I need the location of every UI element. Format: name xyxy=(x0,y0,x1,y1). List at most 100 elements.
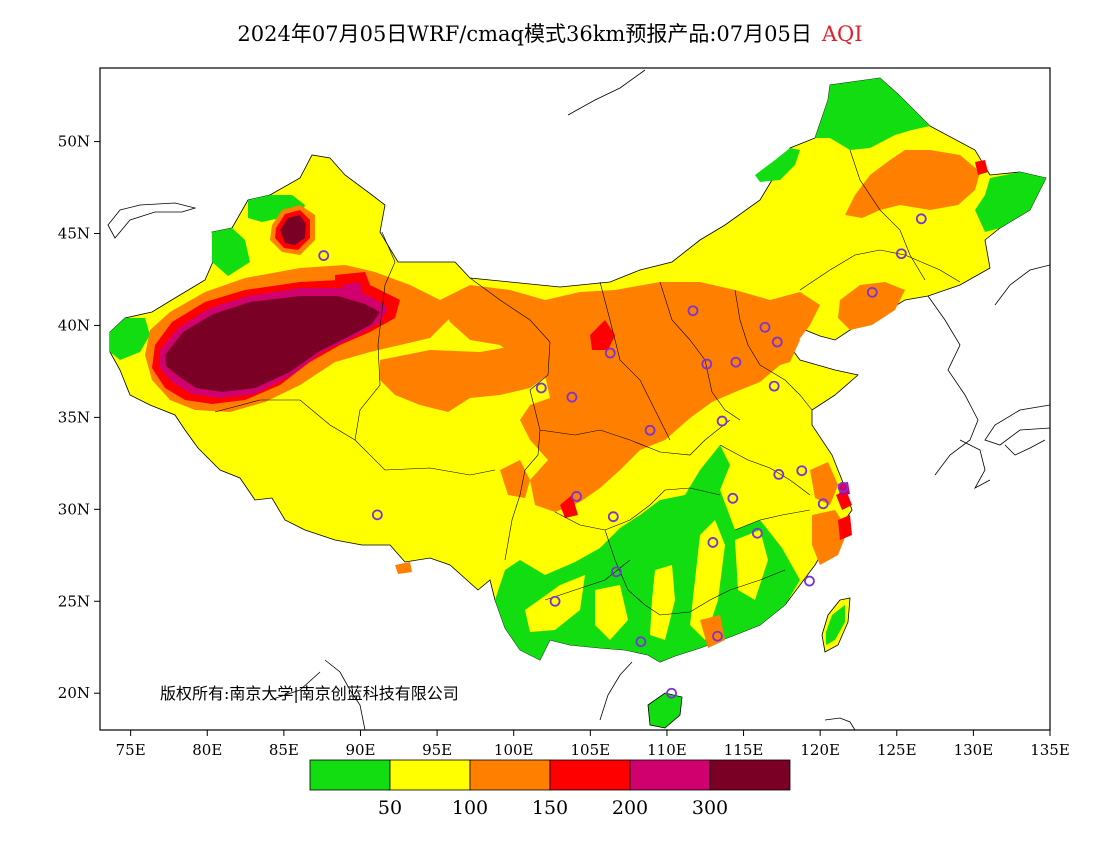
x-tick-label: 130E xyxy=(954,741,994,759)
aqi-field-green-inner-mongolia xyxy=(755,148,800,182)
copyright-notice: 版权所有:南京大学|南京创蓝科技有限公司 xyxy=(160,684,459,703)
city-marker xyxy=(759,321,771,333)
x-tick-label: 85E xyxy=(269,741,299,759)
aqi-field-yellow-south-5 xyxy=(595,585,628,640)
city-marker xyxy=(604,347,616,359)
city-marker xyxy=(549,595,561,607)
aqi-field-orange-sichuan xyxy=(500,460,530,498)
x-tick-label: 95E xyxy=(422,741,452,759)
city-marker xyxy=(837,481,849,493)
legend-swatch xyxy=(469,759,551,791)
y-tick-label: 45N xyxy=(58,225,90,243)
legend-label: 150 xyxy=(532,797,568,819)
aqi-field-yellow-south-3 xyxy=(735,530,768,600)
city-marker xyxy=(817,498,829,510)
aqi-field-maroon-junggar xyxy=(280,215,306,245)
city-marker xyxy=(644,424,656,436)
y-tick-label: 30N xyxy=(58,500,90,518)
city-marker xyxy=(687,305,699,317)
aqi-field-green-northeast xyxy=(815,78,930,150)
y-tick-label: 50N xyxy=(58,133,90,151)
x-tick-label: 90E xyxy=(345,741,375,759)
coastlines xyxy=(107,69,1050,730)
city-marker xyxy=(712,630,723,642)
city-marker xyxy=(635,636,647,648)
city-markers xyxy=(318,213,927,699)
city-marker xyxy=(771,336,783,348)
legend-label: 100 xyxy=(452,797,488,819)
city-marker xyxy=(751,527,763,539)
x-tick-label: 75E xyxy=(116,741,146,759)
x-tick-label: 120E xyxy=(800,741,840,759)
x-tick-label: 135E xyxy=(1030,741,1070,759)
legend-swatch xyxy=(549,759,631,791)
legend-label: 300 xyxy=(692,797,728,819)
x-tick-label: 80E xyxy=(192,741,222,759)
city-marker xyxy=(727,492,739,504)
x-axis: 75E 80E 85E 90E 95E 100E 105E 110E 115E 120E 125E 1… xyxy=(116,730,1070,759)
map-frame xyxy=(99,67,1051,731)
city-marker xyxy=(701,358,713,370)
taiwan-green xyxy=(826,605,845,645)
y-tick-label: 40N xyxy=(58,316,90,334)
city-marker xyxy=(895,248,907,260)
city-marker xyxy=(318,250,330,261)
city-marker xyxy=(866,286,878,298)
city-marker xyxy=(666,687,677,699)
city-marker xyxy=(730,356,742,368)
aqi-field-magenta-hotspot xyxy=(342,282,362,302)
legend-swatch xyxy=(629,759,711,791)
aqi-field-orange-north-china xyxy=(440,282,820,512)
aqi-field-green-west xyxy=(212,228,250,276)
city-marker xyxy=(535,382,547,394)
city-marker xyxy=(571,491,582,502)
legend-swatch xyxy=(309,759,391,791)
variable-label: AQI xyxy=(821,22,863,46)
aqi-field-orange-qinghai xyxy=(380,345,548,412)
legend-swatch xyxy=(709,759,791,791)
aqi-field-red-hotspot-2 xyxy=(590,320,615,350)
city-marker xyxy=(607,511,619,523)
aqi-field-orange-northeast xyxy=(845,150,980,218)
y-tick-label: 25N xyxy=(58,592,90,610)
city-marker xyxy=(915,213,927,225)
title-text: 2024年07月05日WRF/cmaq模式36km预报产品:07月05日 xyxy=(237,22,812,46)
aqi-field-orange-liaoning xyxy=(838,282,905,330)
city-marker xyxy=(610,566,622,578)
x-tick-label: 105E xyxy=(571,741,611,759)
legend-swatch xyxy=(389,759,471,791)
city-marker xyxy=(371,509,383,521)
aqi-field-yellow-south-1 xyxy=(690,520,725,640)
x-tick-label: 115E xyxy=(724,741,764,759)
aqi-field-orange-xizang xyxy=(395,562,412,574)
aqi-field-yellow-south-4 xyxy=(525,575,585,632)
aqi-field-yellow-south-2 xyxy=(650,565,675,640)
y-tick-label: 35N xyxy=(58,408,90,426)
city-marker xyxy=(707,537,719,548)
city-marker xyxy=(716,415,728,427)
aqi-field-orange-hebei xyxy=(735,315,800,368)
aqi-field-red-hotspot-5 xyxy=(838,515,852,540)
city-marker xyxy=(804,575,815,587)
x-tick-label: 125E xyxy=(877,741,917,759)
x-tick-label: 100E xyxy=(494,741,534,759)
color-legend: 50 100 150 200 300 xyxy=(309,759,791,819)
aqi-field-green-kashgar xyxy=(110,318,150,360)
aqi-field-maroon-tarim xyxy=(165,296,380,392)
y-tick-label: 20N xyxy=(58,684,90,702)
city-marker xyxy=(768,380,780,392)
legend-label: 50 xyxy=(378,797,402,819)
city-marker xyxy=(796,465,808,477)
legend-label: 200 xyxy=(612,797,648,819)
province-boundaries xyxy=(214,149,961,616)
city-marker xyxy=(773,468,785,480)
map-title: 2024年07月05日WRF/cmaq模式36km预报产品:07月05日 AQI xyxy=(0,18,1100,48)
hainan-island xyxy=(647,692,683,729)
aqi-field-orange-jiangsu xyxy=(810,462,838,505)
aqi-field-red-hotspot-6 xyxy=(975,160,988,175)
y-axis: 50N 45N 40N 35N 30N 25N 20N xyxy=(58,133,100,702)
city-marker xyxy=(566,391,578,403)
aqi-field-orange-shanxi xyxy=(660,340,720,400)
aqi-field-green-heilongjiang xyxy=(975,172,1046,232)
